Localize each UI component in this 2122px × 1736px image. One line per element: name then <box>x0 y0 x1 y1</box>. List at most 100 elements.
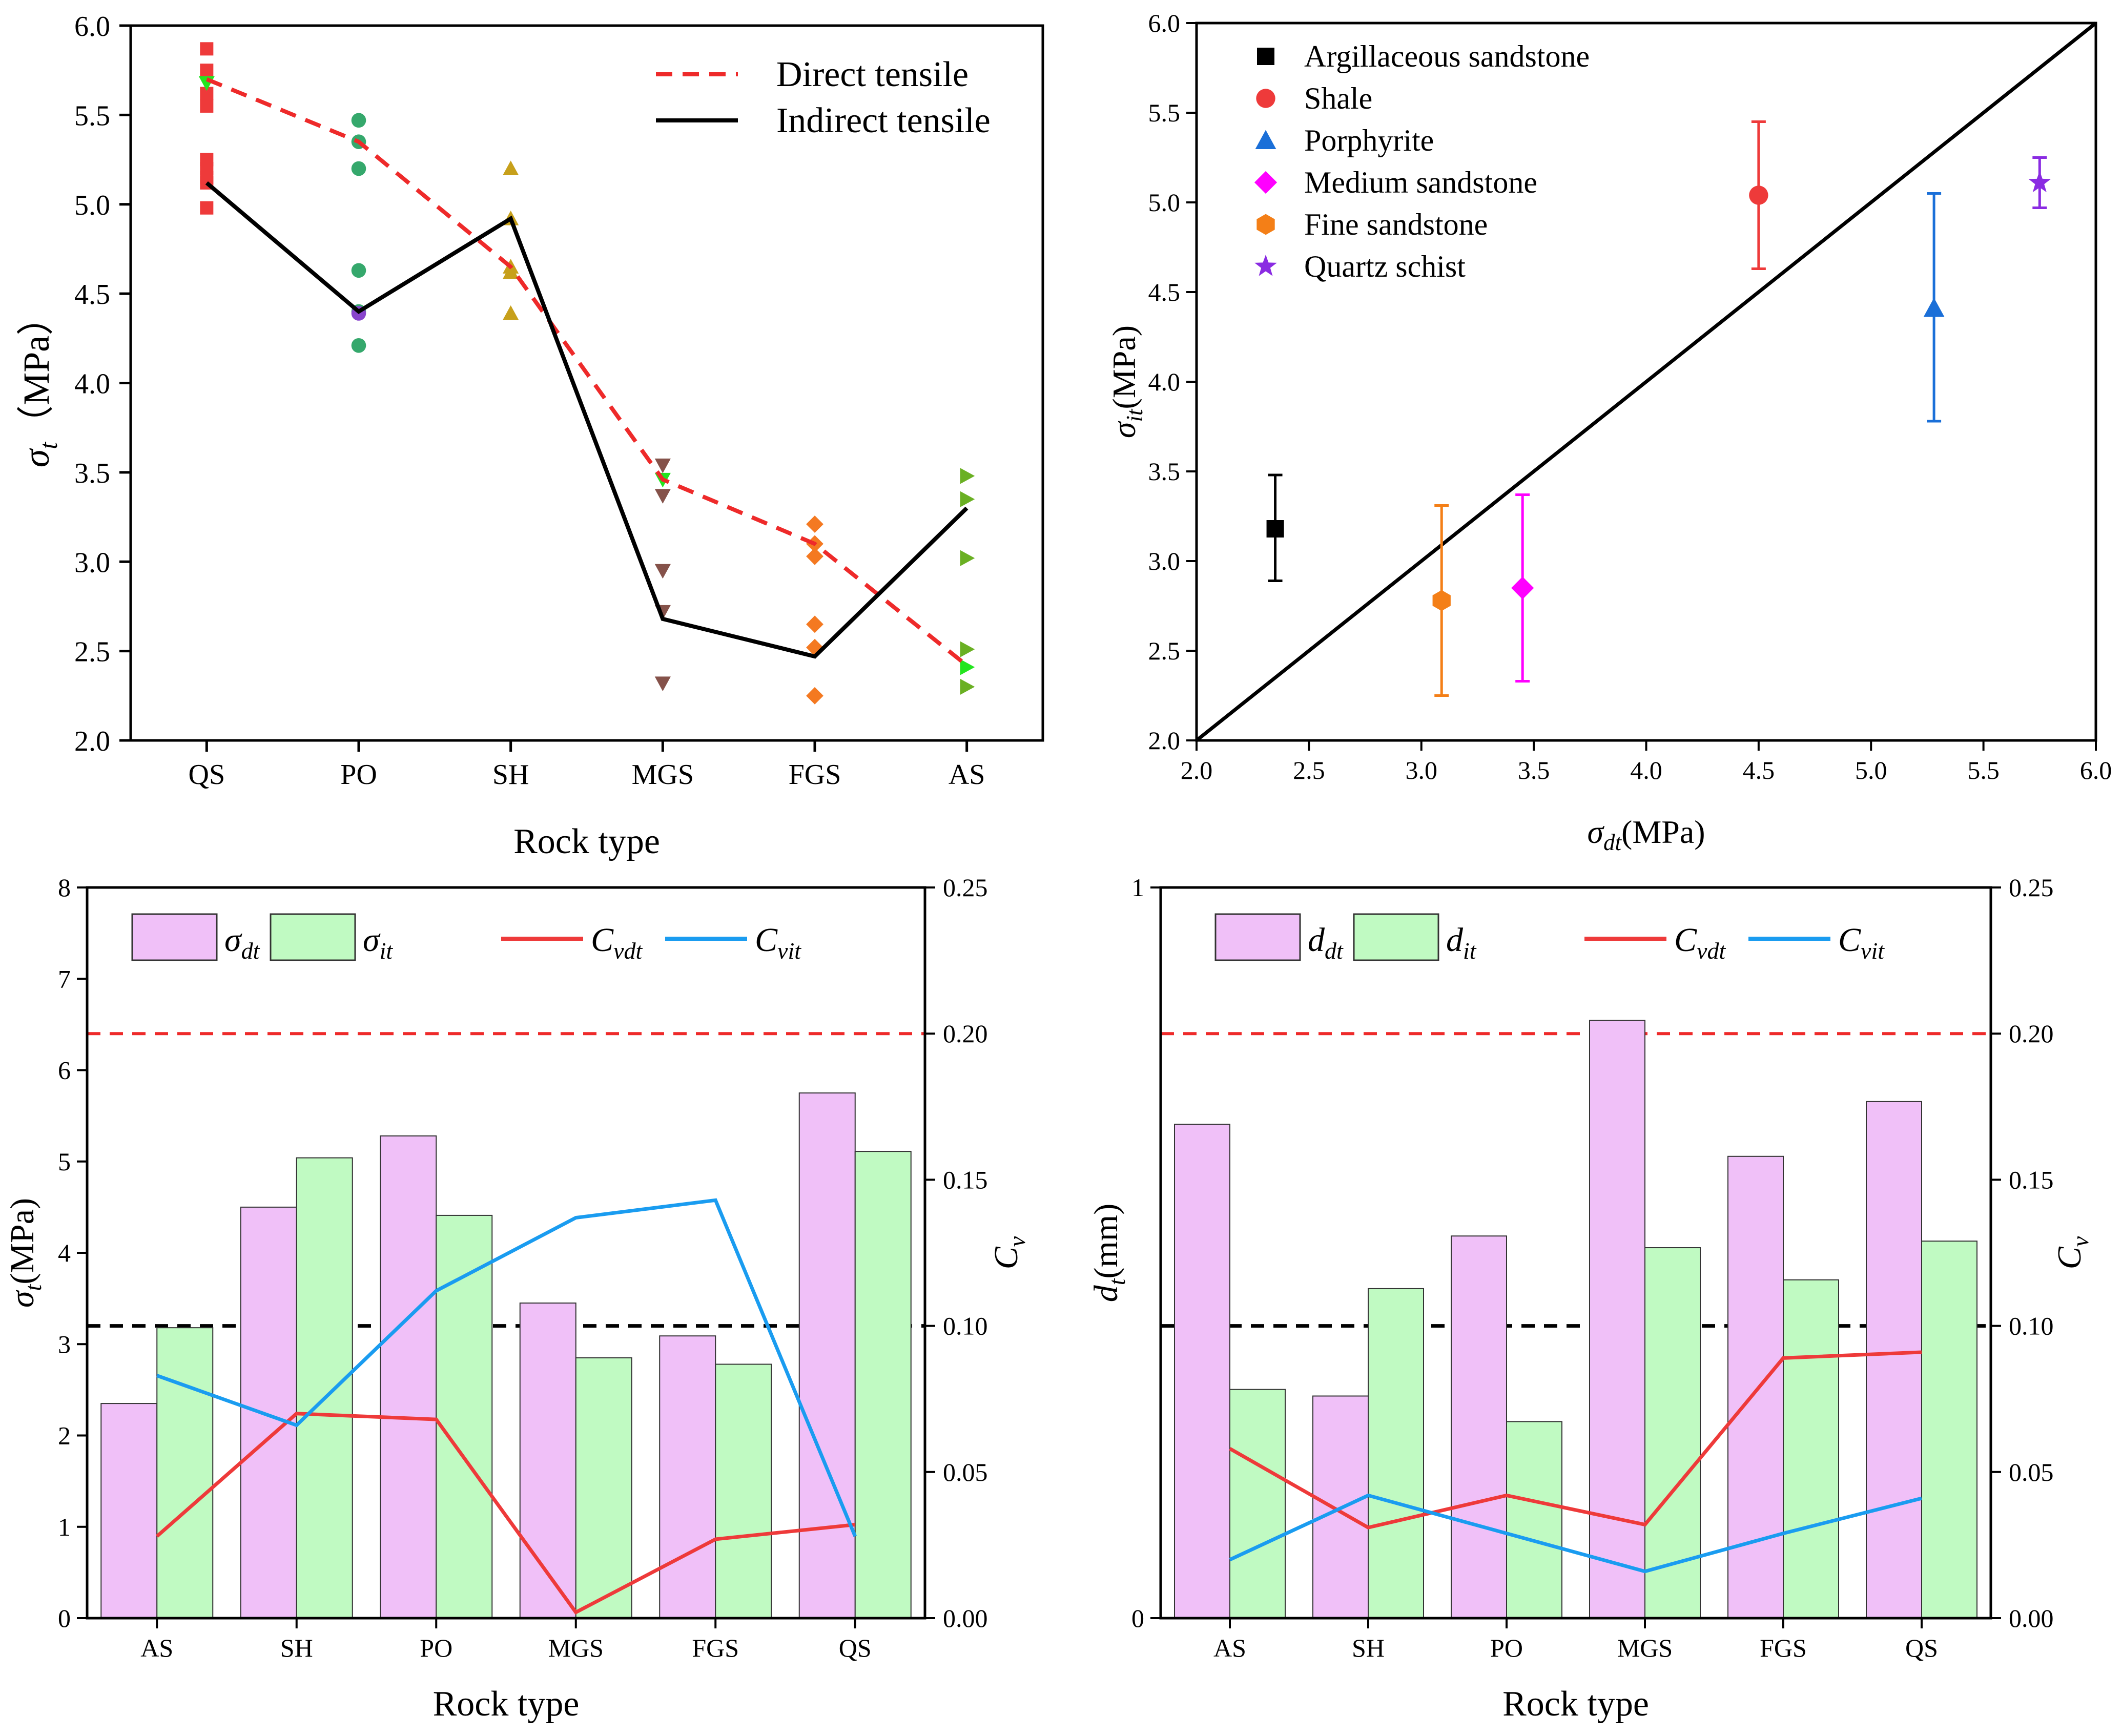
panel-b-xlabel: σdt(MPa) <box>1587 814 1705 855</box>
panel-c-legend-swatch <box>270 913 356 961</box>
panel-c-xtick-label: SH <box>280 1634 313 1662</box>
panel-b-ylabel-sub: it <box>1122 408 1147 422</box>
panel-c-legend-label-main: C <box>755 921 778 959</box>
panel-d-xtick-label: PO <box>1490 1634 1523 1662</box>
panel-a-ytick-label: 2.5 <box>74 636 110 668</box>
panel-d-legend-label-main: C <box>1674 921 1697 959</box>
panel-d-legend-label-main: d <box>1308 921 1325 959</box>
panel-b-xlabel-sub: dt <box>1603 830 1622 855</box>
panel-a-legend-direct: Direct tensile <box>776 55 969 94</box>
panel-a-xtick-label: FGS <box>789 759 841 791</box>
panel-c-ytick-label: 3 <box>58 1330 71 1358</box>
panel-b-legend-label: Quartz schist <box>1304 250 1466 283</box>
panel-b-legend-marker <box>1257 48 1274 65</box>
panel-a-sample-point <box>806 515 823 533</box>
panel-c-ylabel-sub: t <box>20 1284 46 1291</box>
panel-b-ylabel-main: σ <box>1106 421 1142 438</box>
panel-d-xlabel: Rock type <box>1502 1684 1649 1724</box>
panel-d-legend-label: Cvit <box>1838 921 1885 964</box>
panel-b-xtick-label: 3.5 <box>1518 756 1550 784</box>
panel-d-bar-it <box>1644 1247 1701 1619</box>
panel-c-strength-and-cv-bars: 0 1 2 3 4 5 6 7 8 0.00 0.05 0.10 0.15 0.20 0.25 AS SH PO M… <box>4 873 1030 1724</box>
panel-d-legend-label-sub: vit <box>1861 938 1885 964</box>
panel-c-xtick-label: AS <box>140 1634 173 1662</box>
panel-c-bar-it <box>715 1363 772 1619</box>
panel-d-legend-label-main: C <box>1838 921 1861 959</box>
panel-a-ytick-label: 5.0 <box>74 190 110 221</box>
panel-c-ytick-label: 4 <box>58 1238 71 1267</box>
panel-d-y2tick-label: 0.25 <box>2009 873 2054 902</box>
panel-c-bar-it <box>296 1157 353 1619</box>
panel-a-ytick-label: 3.0 <box>74 547 110 578</box>
panel-c-xtick-label: FGS <box>692 1634 739 1662</box>
panel-a-sample-point <box>351 113 366 128</box>
panel-c-bar-dt <box>240 1206 297 1619</box>
panel-b-ytick-label: 2.0 <box>1148 726 1181 755</box>
panel-b-ytick-label: 5.5 <box>1148 98 1181 127</box>
panel-a-sample-point <box>654 458 671 473</box>
panel-d-bar-it <box>1368 1288 1424 1619</box>
panel-a-ylabel-sub: t <box>34 442 63 449</box>
panel-a-ytick-label: 4.5 <box>74 279 110 311</box>
panel-a-ytick-label: 5.5 <box>74 100 110 132</box>
panel-c-y2tick-label: 0.00 <box>943 1604 988 1632</box>
panel-c-legend-swatch <box>131 913 218 961</box>
panel-d-legend-label-sub: dt <box>1325 938 1344 964</box>
panel-d-bar-it <box>1506 1421 1562 1619</box>
panel-a-sample-point <box>351 161 366 176</box>
panel-b-xtick-label: 4.0 <box>1630 756 1662 784</box>
panel-c-ytick-label: 6 <box>58 1056 71 1085</box>
panel-d-xtick-label: FGS <box>1760 1634 1807 1662</box>
panel-b-legend-label: Argillaceous sandstone <box>1304 39 1590 73</box>
panel-d-legend-swatch <box>1353 913 1439 961</box>
panel-d-ytick-label: 1 <box>1131 873 1144 902</box>
panel-b-xtick-label: 3.0 <box>1406 756 1438 784</box>
panel-d-y2tick-label: 0.00 <box>2009 1604 2054 1632</box>
panel-b-ylabel-unit: (MPa) <box>1106 325 1142 409</box>
panel-a-xtick-label: QS <box>189 759 225 791</box>
panel-c-y2tick-label: 0.10 <box>943 1312 988 1340</box>
panel-c-ylabel-unit: (MPa) <box>4 1198 41 1285</box>
panel-b-point <box>1749 185 1768 205</box>
panel-a-sample-point <box>654 489 671 504</box>
panel-d-y2tick-label: 0.10 <box>2009 1312 2054 1340</box>
panel-c-legend-label-sub: vit <box>777 938 801 964</box>
panel-d-ylabel: dt(mm) <box>1087 1204 1130 1302</box>
panel-a-sample-point <box>960 678 975 695</box>
panel-c-legend-label: Cvdt <box>591 921 643 964</box>
panel-d-y2tick-label: 0.05 <box>2009 1458 2054 1486</box>
panel-a-sample-point <box>960 659 975 675</box>
panel-b-xtick-label: 4.5 <box>1743 756 1775 784</box>
panel-a-sample-point <box>200 201 214 215</box>
panel-b-ytick-label: 4.0 <box>1148 367 1181 396</box>
panel-b-reference-line <box>1195 22 2097 742</box>
panel-d-y2tick-label: 0.15 <box>2009 1165 2054 1194</box>
panel-b-ylabel: σit(MPa) <box>1106 325 1147 438</box>
panel-d-legend-swatch <box>1214 913 1301 961</box>
panel-a-sample-point <box>960 641 975 657</box>
panel-b-legend-label: Shale <box>1304 81 1372 115</box>
panel-a-ylabel: σt（MPa） <box>16 299 63 467</box>
panel-c-xtick-label: PO <box>420 1634 452 1662</box>
panel-b-legend-label: Fine sandstone <box>1304 208 1488 241</box>
panel-b-direct-vs-indirect-scatter: 2.0 2.5 3.0 3.5 4.0 4.5 5.0 5.5 6.0 2.0 2.5 3.0 3.5 4… <box>1106 9 2112 855</box>
panel-c-xtick-label: QS <box>839 1634 872 1662</box>
panel-b-xtick-label: 2.5 <box>1293 756 1325 784</box>
panel-b-xtick-label: 6.0 <box>2080 756 2112 784</box>
panel-c-ylabel: σt(MPa) <box>4 1198 46 1308</box>
panel-d-ytick-label: 0 <box>1131 1604 1144 1632</box>
panel-b-ytick-label: 2.5 <box>1148 636 1181 665</box>
panel-a-sample-point <box>654 676 671 691</box>
panel-a-sample-point <box>806 687 823 705</box>
panel-d-frame <box>1159 886 1992 1620</box>
panel-b-legend-marker <box>1254 171 1278 194</box>
panel-c-legend-label: Cvit <box>755 921 801 964</box>
panel-b-legend-marker <box>1256 214 1275 235</box>
panel-c-legend-label: σdt <box>224 921 260 964</box>
panel-d-xtick-label: QS <box>1905 1634 1938 1662</box>
panel-d-legend-label-main: d <box>1446 921 1464 959</box>
panel-d-y2label: Cv <box>2051 1236 2093 1269</box>
panel-c-bar-dt <box>380 1135 437 1619</box>
panel-a-direct-tensile-line <box>205 77 969 667</box>
